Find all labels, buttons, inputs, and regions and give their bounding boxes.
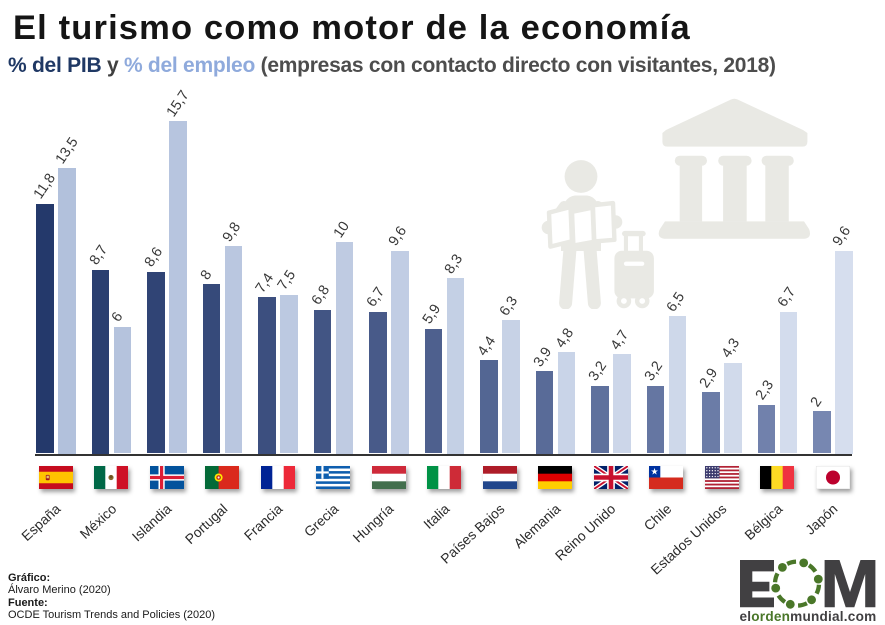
svg-text:elordenmundial.com: elordenmundial.com: [740, 609, 877, 624]
svg-text:★: ★: [651, 467, 659, 477]
